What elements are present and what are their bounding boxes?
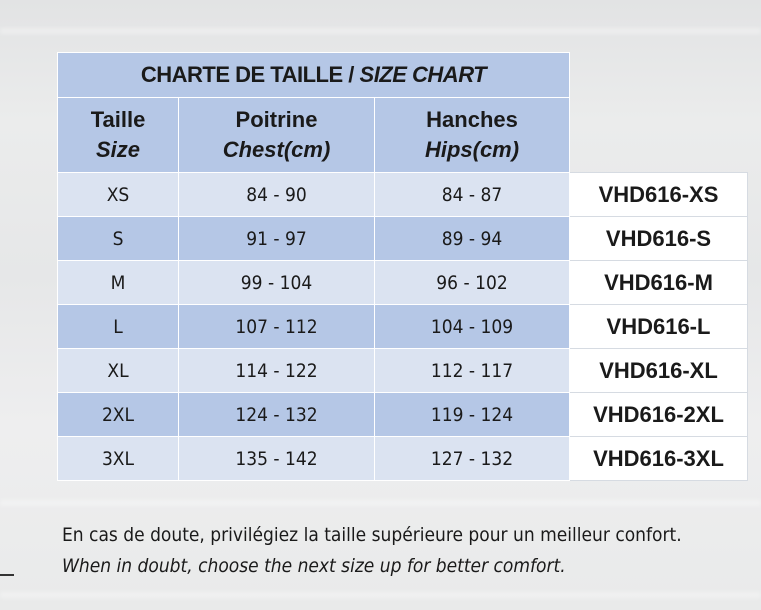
size-cell: 2XL bbox=[57, 392, 179, 437]
product-code-cell: VHD616-2XL bbox=[569, 392, 748, 437]
header-hips-english: Hips(cm) bbox=[424, 137, 520, 162]
header-hips-french: Hanches bbox=[426, 107, 518, 132]
title-english: SIZE CHART bbox=[359, 62, 487, 87]
table-row: 3XL 135 - 142 127 - 132 VHD616-3XL bbox=[57, 436, 748, 481]
hips-cell: 119 - 124 bbox=[374, 392, 570, 437]
size-cell: XL bbox=[57, 348, 179, 393]
table-row: 2XL 124 - 132 119 - 124 VHD616-2XL bbox=[57, 392, 748, 437]
header-chest: Poitrine Chest(cm) bbox=[178, 97, 375, 173]
size-cell: M bbox=[57, 260, 179, 305]
hips-cell: 104 - 109 bbox=[374, 304, 570, 349]
size-cell: S bbox=[57, 216, 179, 261]
product-code-cell: VHD616-3XL bbox=[569, 436, 748, 481]
chest-cell: 124 - 132 bbox=[178, 392, 375, 437]
title-spacer bbox=[570, 53, 748, 98]
product-code-cell: VHD616-XS bbox=[569, 172, 748, 217]
size-chart-table: CHARTE DE TAILLE / SIZE CHART Taille Siz… bbox=[57, 52, 748, 481]
product-code-cell: VHD616-L bbox=[569, 304, 748, 349]
header-hips: Hanches Hips(cm) bbox=[374, 97, 570, 173]
chest-cell: 91 - 97 bbox=[178, 216, 375, 261]
title-row: CHARTE DE TAILLE / SIZE CHART bbox=[57, 52, 748, 98]
header-chest-english: Chest(cm) bbox=[222, 137, 331, 162]
header-size-english: Size bbox=[95, 137, 141, 162]
product-code-cell: VHD616-XL bbox=[569, 348, 748, 393]
table-row: XS 84 - 90 84 - 87 VHD616-XS bbox=[57, 172, 748, 217]
table-row: L 107 - 112 104 - 109 VHD616-L bbox=[57, 304, 748, 349]
chest-cell: 84 - 90 bbox=[178, 172, 375, 217]
note-english: When in doubt, choose the next size up f… bbox=[62, 555, 566, 577]
header-spacer bbox=[570, 98, 748, 173]
size-cell: L bbox=[57, 304, 179, 349]
chest-cell: 114 - 122 bbox=[178, 348, 375, 393]
hips-cell: 84 - 87 bbox=[374, 172, 570, 217]
divider-dash bbox=[0, 574, 14, 576]
product-code-cell: VHD616-M bbox=[569, 260, 748, 305]
size-cell: XS bbox=[57, 172, 179, 217]
table-row: XL 114 - 122 112 - 117 VHD616-XL bbox=[57, 348, 748, 393]
chest-cell: 135 - 142 bbox=[178, 436, 375, 481]
hips-cell: 89 - 94 bbox=[374, 216, 570, 261]
table-title: CHARTE DE TAILLE / SIZE CHART bbox=[57, 52, 570, 98]
hips-cell: 127 - 132 bbox=[374, 436, 570, 481]
header-size: Taille Size bbox=[57, 97, 179, 173]
size-cell: 3XL bbox=[57, 436, 179, 481]
table-row: S 91 - 97 89 - 94 VHD616-S bbox=[57, 216, 748, 261]
title-french: CHARTE DE TAILLE / bbox=[140, 62, 355, 87]
hips-cell: 96 - 102 bbox=[374, 260, 570, 305]
header-chest-french: Poitrine bbox=[235, 107, 318, 132]
chest-cell: 107 - 112 bbox=[178, 304, 375, 349]
hips-cell: 112 - 117 bbox=[374, 348, 570, 393]
header-row: Taille Size Poitrine Chest(cm) Hanches H… bbox=[57, 97, 748, 173]
header-size-french: Taille bbox=[90, 107, 146, 132]
chest-cell: 99 - 104 bbox=[178, 260, 375, 305]
product-code-cell: VHD616-S bbox=[569, 216, 748, 261]
table-row: M 99 - 104 96 - 102 VHD616-M bbox=[57, 260, 748, 305]
note-french: En cas de doute, privilégiez la taille s… bbox=[62, 524, 682, 546]
